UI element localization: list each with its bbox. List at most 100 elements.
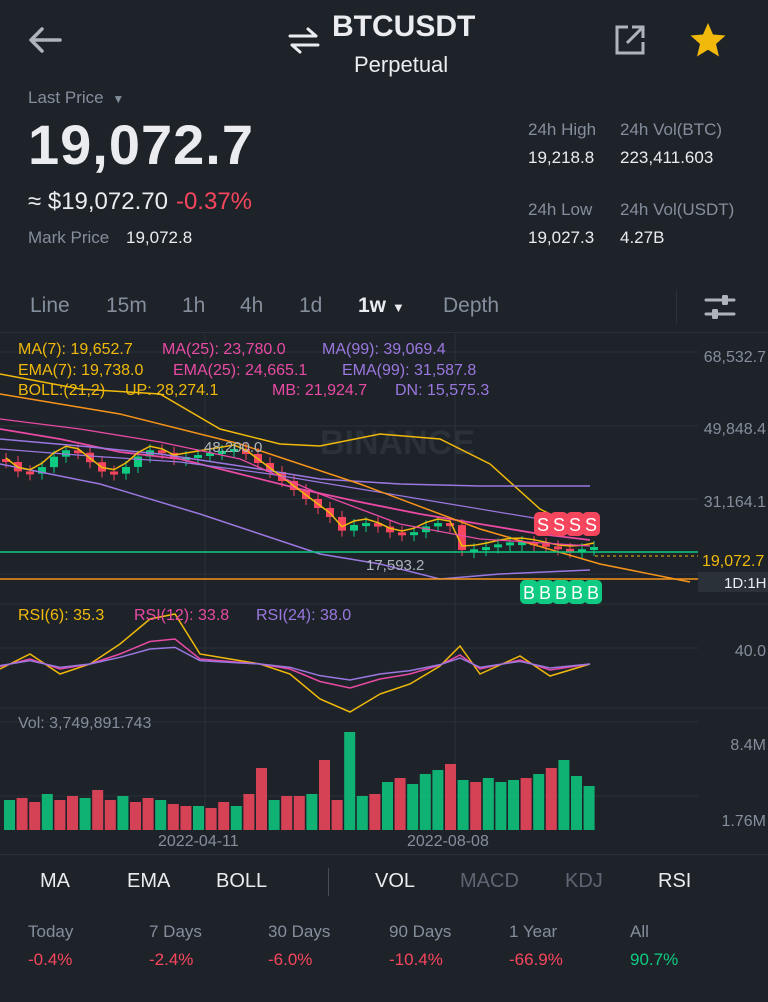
candle-body [482, 547, 490, 551]
tab-line[interactable]: Line [30, 294, 70, 317]
tab-15m[interactable]: 15m [106, 294, 147, 317]
tab-1w-label: 1w [358, 294, 387, 317]
star-icon[interactable] [688, 20, 728, 60]
vol-btc: 223,411.603 [620, 148, 714, 167]
volume-bar [520, 778, 532, 830]
indicator-macd[interactable]: MACD [460, 870, 519, 892]
tab-1d[interactable]: 1d [299, 294, 323, 317]
candle-body [134, 456, 142, 467]
candle-body [554, 546, 562, 550]
perf-label: 1 Year [509, 922, 558, 941]
candle-body [218, 451, 226, 454]
chart-top-divider [0, 332, 768, 333]
perf-value: -2.4% [149, 950, 194, 969]
symbol-title[interactable]: BTCUSDT [332, 10, 476, 43]
perf-value: -0.4% [28, 950, 73, 969]
volume-bar [167, 804, 179, 830]
candle-body [158, 450, 166, 454]
buy-marker [520, 580, 538, 604]
volume-bar [268, 800, 280, 830]
ma99-line [0, 438, 590, 487]
volume-bar [495, 782, 507, 830]
perf-label: 7 Days [149, 922, 202, 941]
trend-line [0, 393, 691, 583]
volume-bar [41, 794, 53, 830]
indicator-ma[interactable]: MA [40, 870, 70, 892]
vol-usdt: 4.27B [620, 228, 665, 247]
share-icon[interactable] [612, 22, 648, 58]
rsi6-legend: RSI(6): 35.3 [18, 607, 104, 624]
volume-bar [306, 794, 318, 830]
volume-bar [243, 794, 255, 830]
volume-bar [583, 786, 595, 830]
volume-bar [155, 800, 167, 830]
tab-1h[interactable]: 1h [182, 294, 206, 317]
candle-body [446, 523, 454, 527]
volume-bar [407, 784, 419, 830]
tab-depth[interactable]: Depth [443, 294, 500, 317]
interval-tag[interactable]: 1D:1H [724, 575, 767, 592]
ema99-legend: EMA(99): 31,587.8 [342, 362, 476, 379]
last-price-selector[interactable]: Last Price ▼ [28, 88, 124, 108]
date-label: 2022-04-11 [158, 833, 239, 850]
candle-body [434, 523, 442, 527]
sell-marker [550, 512, 568, 536]
rsi12-legend: RSI(12): 33.8 [134, 607, 229, 624]
chevron-down-icon: ▼ [112, 92, 125, 106]
perf-value: -10.4% [389, 950, 443, 969]
price-axis-label: 31,164.1 [704, 494, 766, 511]
indicator-boll[interactable]: BOLL [216, 870, 268, 892]
volume-bar [558, 760, 570, 830]
ema7-legend: EMA(7): 19,738.0 [18, 362, 144, 379]
ema25-legend: EMA(25): 24,665.1 [173, 362, 307, 379]
perf-value: 90.7% [630, 950, 679, 969]
price-axis-label: 68,532.7 [704, 349, 766, 366]
sell-marker [582, 512, 600, 536]
volume-bar [29, 802, 41, 830]
buy-marker [568, 580, 586, 604]
perf-label: 90 Days [389, 922, 452, 941]
volume-bar [571, 776, 582, 830]
indicator-kdj[interactable]: KDJ [565, 870, 603, 892]
performance-row: Today -0.4% 7 Days -2.4% 30 Days -6.0% 9… [0, 908, 768, 1002]
candle-body [506, 542, 514, 546]
indicator-ema[interactable]: EMA [127, 870, 171, 892]
volume-bar [319, 760, 330, 830]
candle-body [386, 526, 394, 533]
candle-body [590, 547, 598, 551]
indicator-rsi[interactable]: RSI [658, 870, 692, 892]
chart-settings-icon[interactable] [702, 290, 738, 324]
volume-bar [545, 768, 557, 830]
buy-marker-label: B [523, 583, 535, 603]
high-24h-label: 24h High [528, 120, 597, 139]
rsi24-legend: RSI(24): 38.0 [256, 607, 351, 624]
buy-marker-label: B [555, 583, 567, 603]
candle-body [374, 523, 382, 527]
back-arrow-icon[interactable] [24, 22, 64, 58]
volume-bar [180, 806, 192, 830]
volume-bar [218, 802, 230, 830]
perf-value: -66.9% [509, 950, 563, 969]
volume-bar [104, 800, 116, 830]
low-24h: 19,027.3 [528, 228, 595, 247]
candle-body [38, 467, 46, 474]
volume-bar [344, 732, 356, 830]
rsi6-line [0, 613, 591, 713]
tab-4h[interactable]: 4h [240, 294, 264, 317]
swap-icon[interactable] [286, 25, 322, 55]
candle-body [578, 549, 586, 553]
candle-body [74, 450, 82, 454]
kline-chart[interactable]: BINANCE S S S SB B B B B MA(7): 19,652.7 MA(25)… [0, 334, 768, 854]
boll-mb-legend: MB: 21,924.7 [272, 382, 367, 399]
sell-marker-label: S [569, 515, 581, 535]
volume-bar [193, 806, 204, 830]
interval-tabs: Line 15m 1h 4h 1d 1w ▼ Depth [0, 286, 768, 330]
volume-bar [205, 808, 217, 830]
usd-price-row: ≈ $19,072.70 -0.37% [28, 188, 252, 216]
ma25-legend: MA(25): 23,780.0 [162, 341, 286, 358]
date-label: 2022-08-08 [407, 833, 489, 850]
indicator-vol[interactable]: VOL [375, 870, 416, 892]
ma7-line [5, 444, 595, 547]
tab-1w[interactable]: 1w ▼ [358, 294, 405, 318]
chart-bottom-divider [0, 854, 768, 855]
